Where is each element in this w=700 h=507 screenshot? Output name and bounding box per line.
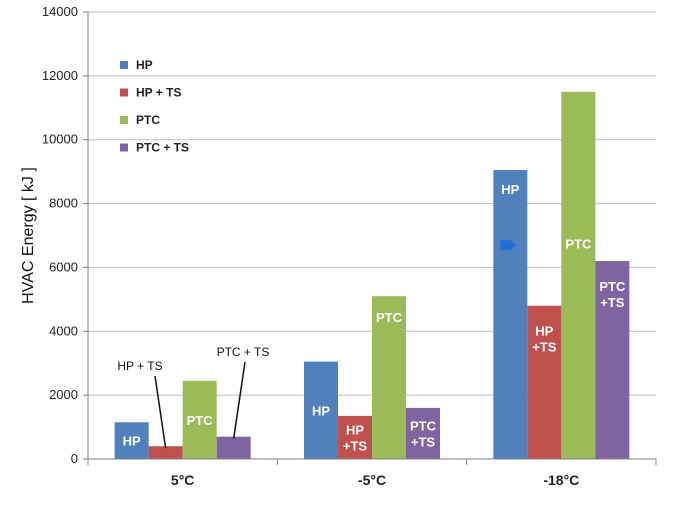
bar-data-label: HP [312,403,330,418]
bar [148,446,183,459]
annotation-leader-line [232,361,246,439]
annotation-label: HP + TS [117,359,162,373]
bar-data-label: PTC [410,418,437,433]
bar-data-label: HP [346,422,364,437]
y-tick-label: 0 [71,451,78,466]
bar-data-label: +TS [411,434,436,449]
bar [595,261,630,459]
bar [304,361,338,459]
y-tick-label: 8000 [49,196,78,211]
bar [493,170,528,459]
bar [182,380,217,459]
legend-swatch [120,143,128,152]
bar-data-label: HP [501,182,519,197]
y-tick-label: 2000 [49,387,78,402]
bar [338,415,372,459]
bar [527,305,562,459]
legend-label: PTC [136,113,160,127]
legend-swatch [120,61,128,69]
x-category-label: 5°C [171,472,195,488]
bar-data-label: PTC [187,413,214,428]
y-tick-label: 14000 [42,4,78,19]
bar [114,422,149,459]
bar [561,91,596,460]
legend-label: HP + TS [136,86,181,100]
bar-data-label: HP [535,324,553,339]
x-category-label: -5°C [358,472,386,488]
legend-swatch [120,88,128,97]
bar [216,436,251,459]
y-tick-label: 10000 [42,132,78,147]
annotation-leader-line [154,375,167,449]
blue-marker-icon [500,240,517,251]
legend-label: HP [136,58,153,72]
bar-data-label: PTC [599,279,626,294]
bar-data-label: +TS [532,340,557,355]
bar-data-label: +TS [343,438,368,453]
y-tick-label: 6000 [49,259,78,274]
grid-layer [88,11,656,396]
y-axis-label: HVAC Energy [ kJ ] [20,167,37,304]
annotation-label: PTC + TS [217,345,270,359]
y-tick-label: 12000 [42,68,78,83]
legend: HP HP + TS PTC PTC + TS [120,58,189,155]
bar [406,407,440,459]
bar [372,296,406,459]
legend-swatch [120,116,128,124]
bar-data-label: PTC [565,236,592,251]
y-tick-label: 4000 [49,323,78,338]
x-category-label: -18°C [543,472,579,488]
annotation-layer: HP + TS PTC + TS [117,345,270,449]
bar-data-label: HP [123,434,141,449]
bar-data-label: PTC [376,310,403,325]
legend-label: PTC + TS [136,141,189,155]
bar-data-label: +TS [600,295,625,310]
axis-layer: 0 2000 4000 6000 8000 10000 12000 14000 5°C -5°C -… [20,4,657,488]
